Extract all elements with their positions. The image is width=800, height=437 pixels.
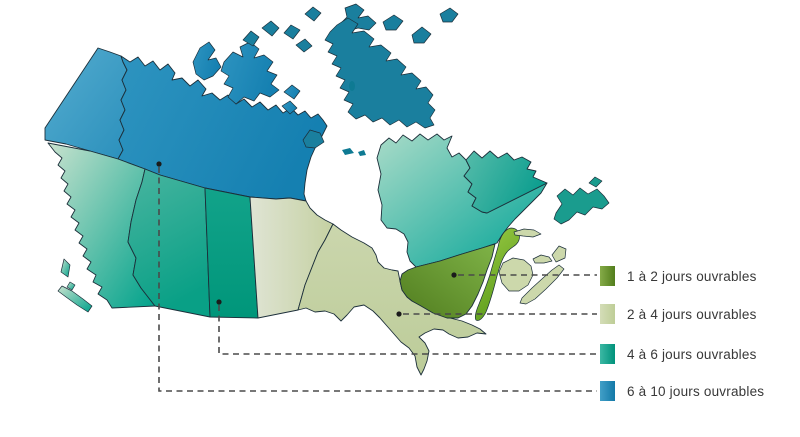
- legend-swatch-2-4-days: [600, 304, 615, 324]
- island-southampton: [302, 129, 325, 149]
- callout-dot-ontario: [396, 311, 402, 317]
- island-ellesmere-3: [439, 7, 459, 23]
- island-queen-elizabeth-2: [261, 20, 280, 37]
- island-banks: [192, 41, 222, 81]
- legend-swatch-6-10-days: [600, 381, 615, 401]
- island-small-foxe: [349, 81, 355, 91]
- island-haida-gwaii: [60, 258, 71, 278]
- island-bc-small: [66, 281, 76, 291]
- region-yukon: [44, 47, 128, 160]
- legend-item-1-2-days: 1 à 2 jours ouvrables: [600, 266, 757, 286]
- island-king-william: [283, 84, 301, 100]
- legend-label: 6 à 10 jours ouvrables: [627, 383, 765, 399]
- island-anticosti: [513, 228, 542, 238]
- legend-item-4-6-days: 4 à 6 jours ouvrables: [600, 344, 757, 364]
- island-prince-edward: [532, 254, 553, 264]
- island-boothia: [281, 100, 298, 115]
- legend-label: 4 à 6 jours ouvrables: [627, 346, 757, 362]
- legend-item-6-10-days: 6 à 10 jours ouvrables: [600, 381, 764, 401]
- legend-swatch-1-2-days: [600, 266, 615, 286]
- island-mansel: [358, 150, 366, 156]
- island-devon-2: [411, 26, 432, 44]
- island-cape-breton: [551, 245, 567, 263]
- region-labrador: [463, 150, 548, 214]
- region-saskatchewan: [204, 187, 259, 319]
- island-victoria: [220, 41, 280, 105]
- arctic-islands: [242, 3, 459, 156]
- island-newfoundland-north: [588, 176, 603, 188]
- callout-line-4-6-days: [218, 305, 597, 355]
- region-quebec: [376, 133, 548, 268]
- callout-dot-territories: [156, 161, 162, 167]
- legend-label: 1 à 2 jours ouvrables: [627, 268, 757, 284]
- island-queen-elizabeth-3: [283, 24, 301, 40]
- legend-label: 2 à 4 jours ouvrables: [627, 306, 757, 322]
- island-vancouver: [57, 285, 93, 313]
- region-ontario: [297, 223, 487, 376]
- callout-line-6-10-days: [158, 167, 597, 392]
- legend-item-2-4-days: 2 à 4 jours ouvrables: [600, 304, 757, 324]
- island-devon-1: [382, 14, 404, 31]
- region-southern-quebec: [399, 243, 496, 319]
- callout-dot-southern-quebec: [451, 272, 457, 278]
- island-queen-elizabeth-1: [242, 30, 260, 47]
- legend-swatch-4-6-days: [600, 344, 615, 364]
- region-northwest-territories-nunavut: [117, 55, 328, 202]
- island-coats: [342, 148, 354, 155]
- callout-lines: [156, 161, 597, 392]
- callout-dot-saskatchewan: [216, 299, 222, 305]
- island-ellesmere-1: [304, 6, 322, 22]
- island-newfoundland: [553, 187, 610, 225]
- island-baffin: [324, 17, 436, 129]
- island-somerset: [295, 38, 313, 53]
